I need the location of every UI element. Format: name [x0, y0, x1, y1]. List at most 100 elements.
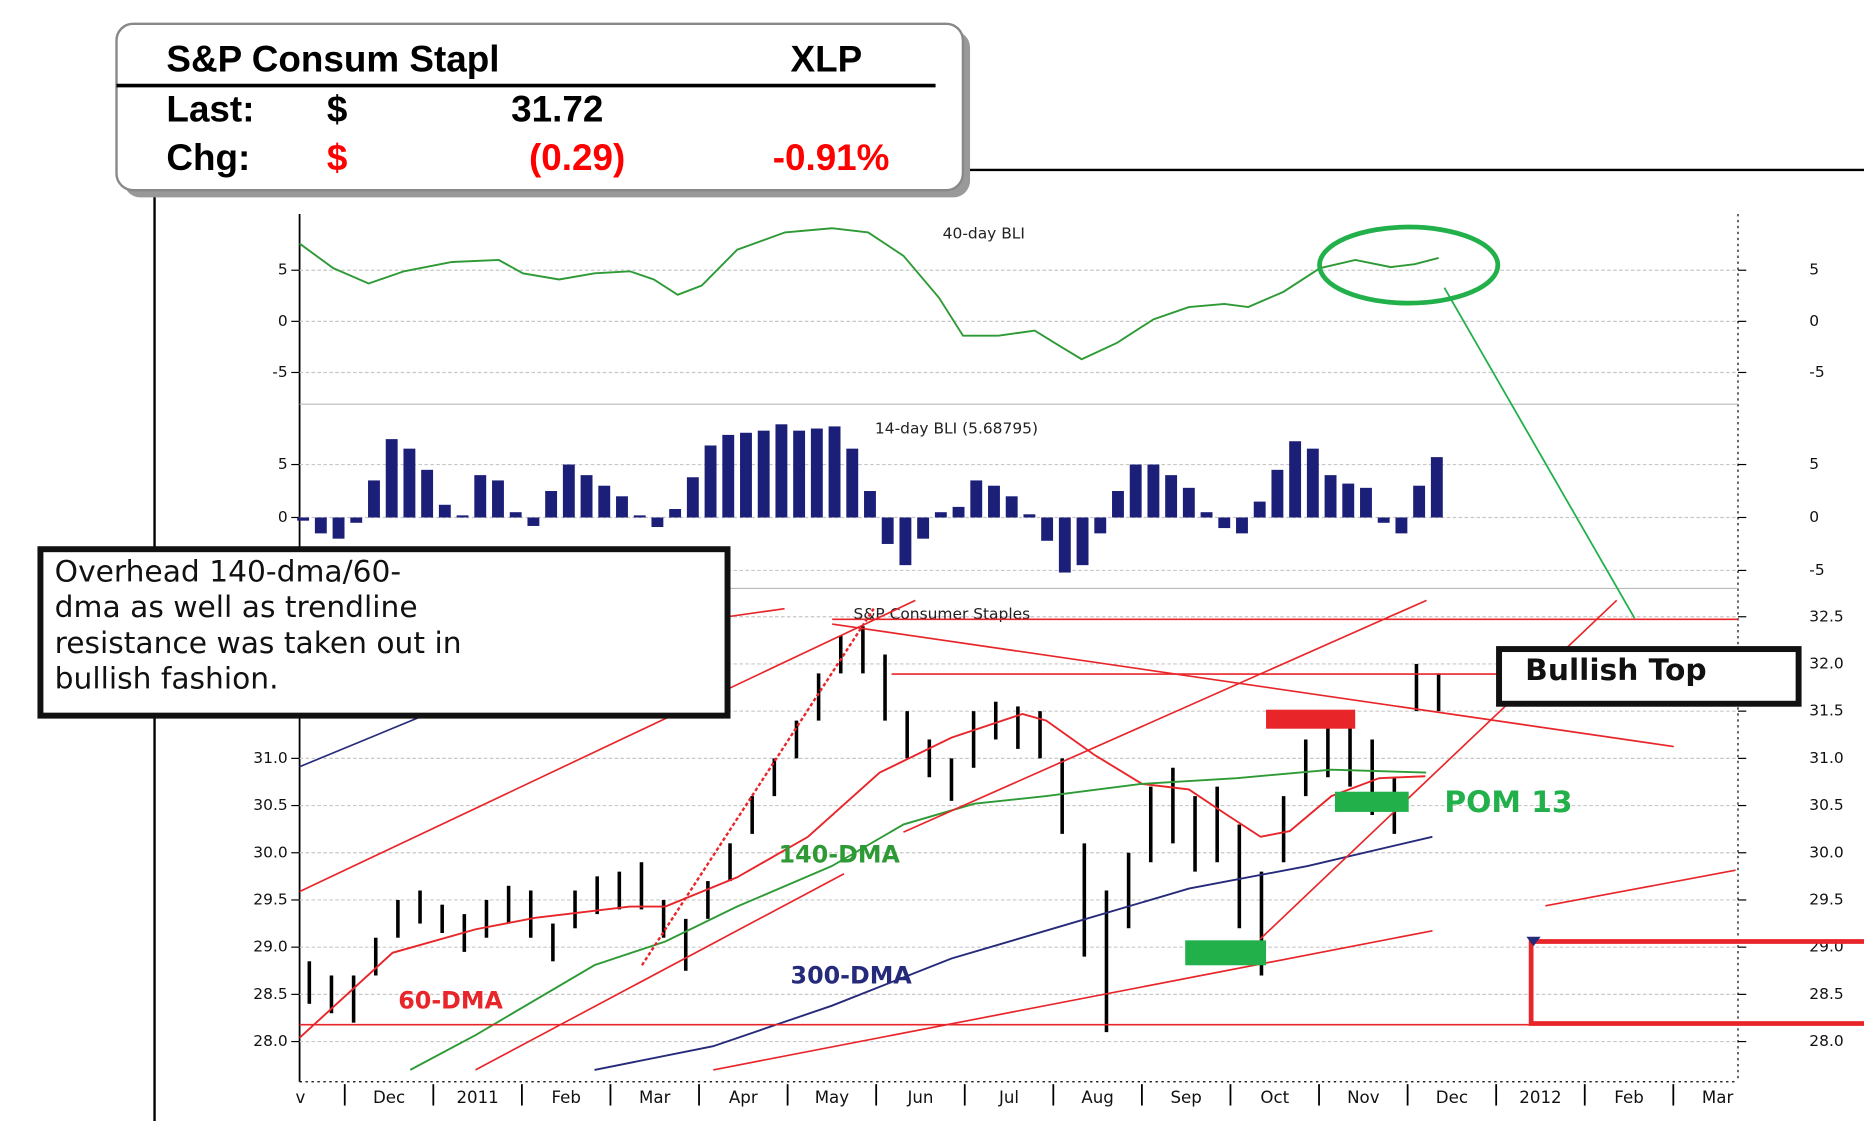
y-tick-label-right: 32.0	[1809, 654, 1843, 672]
histogram-bar	[1413, 485, 1426, 518]
y-tick-label: 5	[278, 261, 288, 279]
x-tick-label: 2011	[456, 1088, 498, 1107]
callout-box	[37, 546, 731, 719]
x-tick-label: Jun	[906, 1088, 933, 1107]
callout-line: bullish fashion.	[55, 661, 279, 696]
histogram-bar	[757, 430, 770, 518]
y-tick-label: 28.0	[253, 1032, 287, 1050]
panel-title: S&P Consumer Staples	[854, 605, 1031, 623]
histogram-bar	[1147, 464, 1160, 518]
histogram-bar	[1253, 501, 1266, 518]
series-line	[298, 712, 1426, 1039]
chg-label: Chg:	[166, 137, 250, 178]
series-label: 140-DMA	[779, 840, 901, 868]
histogram-bar	[704, 445, 717, 518]
callout-line: resistance was taken out in	[55, 626, 462, 661]
x-tick-label: Jul	[998, 1088, 1019, 1107]
histogram-bar	[1200, 512, 1213, 518]
y-tick-label-right: 29.5	[1809, 890, 1843, 908]
histogram-bar	[350, 517, 363, 523]
series-line	[594, 835, 1433, 1071]
histogram-bar	[952, 506, 965, 518]
red-marker	[1266, 709, 1356, 729]
histogram-bar	[616, 496, 628, 518]
y-tick-label: 30.0	[253, 843, 287, 861]
histogram-bar	[509, 512, 522, 518]
histogram-bar	[456, 515, 469, 518]
y-tick-label-right: 31.5	[1809, 702, 1843, 720]
histogram-bar	[1324, 475, 1337, 518]
histogram-bar	[1094, 517, 1107, 534]
histogram-bar	[1076, 517, 1089, 566]
x-tick-label: Dec	[373, 1088, 405, 1107]
y-tick-label-right: 28.5	[1809, 985, 1843, 1003]
histogram-bar	[651, 517, 664, 528]
histogram-bar	[1218, 517, 1231, 529]
histogram-bar	[1289, 441, 1302, 518]
y-tick-label-right: 30.0	[1809, 843, 1843, 861]
green-marker	[1334, 791, 1409, 812]
y-tick-label-right: 0	[1809, 312, 1819, 330]
histogram-bar	[793, 430, 806, 518]
trendline	[299, 599, 916, 893]
histogram-bar	[881, 517, 894, 544]
histogram-bar	[934, 512, 947, 518]
histogram-bar	[385, 439, 398, 518]
histogram-bar	[1271, 469, 1284, 518]
trendline	[475, 873, 845, 1071]
callout-line: Overhead 140-dma/60-	[55, 554, 401, 589]
red-box	[1528, 939, 1864, 1026]
chg-value: (0.29)	[529, 137, 625, 178]
trendline	[1545, 869, 1736, 907]
histogram-bar	[846, 448, 859, 518]
histogram-bar	[1129, 464, 1142, 518]
y-tick-label-right: 31.0	[1809, 749, 1843, 767]
trendline	[713, 929, 1433, 1071]
histogram-bar	[598, 485, 611, 518]
histogram-bar	[1112, 491, 1124, 518]
histogram-bar	[562, 464, 575, 518]
series-line	[409, 768, 1427, 1071]
chg-pct: -0.91%	[773, 137, 890, 178]
pointer-line	[1443, 287, 1636, 619]
histogram-bar	[474, 475, 487, 518]
histogram-bar	[1360, 487, 1372, 518]
histogram-bar	[1236, 517, 1248, 534]
histogram-bar	[1058, 517, 1071, 573]
histogram-bar	[810, 428, 823, 518]
histogram-bar	[828, 426, 841, 518]
histogram-bar	[297, 517, 310, 521]
histogram-bar	[1005, 496, 1018, 518]
histogram-bar	[669, 509, 682, 518]
x-tick-label: Mar	[1702, 1088, 1734, 1107]
histogram-bar	[917, 517, 930, 539]
histogram-bar	[722, 434, 735, 518]
panel-title: 14-day BLI (5.68795)	[875, 420, 1038, 438]
histogram-bar	[633, 515, 646, 518]
y-tick-label: 31.0	[253, 749, 287, 767]
x-tick-label: Apr	[729, 1088, 758, 1107]
histogram-bar	[314, 517, 327, 534]
histogram-bar	[1041, 517, 1054, 541]
y-tick-label: -5	[272, 363, 287, 381]
series-label: 60-DMA	[398, 987, 503, 1015]
histogram-bar	[527, 517, 540, 526]
chg-currency: $	[327, 137, 348, 178]
bullish-top-box	[1496, 646, 1802, 707]
y-tick-label: 28.5	[253, 985, 287, 1003]
y-tick-label-right: 5	[1809, 261, 1819, 279]
histogram-bar	[1023, 514, 1036, 518]
pom-label: POM 13	[1444, 785, 1572, 820]
histogram-bar	[686, 477, 699, 518]
histogram-bar	[492, 480, 504, 518]
quote-symbol: XLP	[791, 39, 863, 80]
y-tick-label-right: -5	[1809, 561, 1824, 579]
x-tick-label: 2012	[1519, 1088, 1561, 1107]
x-tick-label: Nov	[1347, 1088, 1380, 1107]
histogram-bar	[1306, 448, 1319, 518]
histogram-bar	[580, 475, 593, 518]
histogram-bar	[545, 491, 558, 518]
histogram-bar	[740, 432, 752, 518]
quote-name: S&P Consum Stapl	[166, 39, 499, 80]
green-marker	[1185, 940, 1267, 966]
